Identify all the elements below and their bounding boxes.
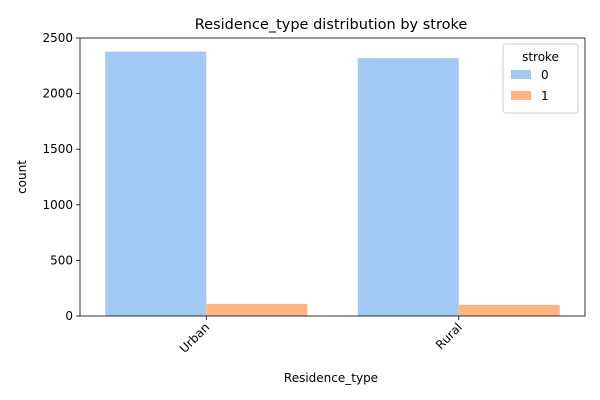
legend-label-stroke-1: 1: [541, 89, 549, 103]
legend-label-stroke-0: 0: [541, 68, 549, 82]
chart-title: Residence_type distribution by stroke: [195, 17, 468, 33]
y-axis-label: count: [15, 160, 29, 194]
y-tick-label: 1000: [42, 198, 73, 212]
legend-swatch-stroke-0: [511, 70, 531, 79]
legend-swatch-stroke-1: [511, 91, 531, 100]
bar-rural-stroke-1: [458, 304, 560, 316]
bar-urban-stroke-1: [206, 303, 308, 316]
y-tick-label: 500: [50, 253, 73, 267]
y-tick-label: 1500: [42, 142, 73, 156]
y-tick-label: 2000: [42, 87, 73, 101]
legend: stroke 0 1: [502, 43, 579, 114]
bar-urban-stroke-0: [105, 51, 207, 316]
bar-rural-stroke-0: [357, 58, 459, 316]
legend-title: stroke: [522, 50, 559, 64]
y-tick-label: 2500: [42, 31, 73, 45]
x-axis-label: Residence_type: [284, 371, 378, 385]
plot-frame: [79, 37, 586, 317]
plot-area: 0 500 1000 1500 2000 2500 Urban Rural: [42, 31, 586, 356]
x-tick-label-urban: Urban: [177, 320, 213, 356]
y-tick-label: 0: [65, 309, 73, 323]
x-tick-label-rural: Rural: [433, 320, 465, 352]
